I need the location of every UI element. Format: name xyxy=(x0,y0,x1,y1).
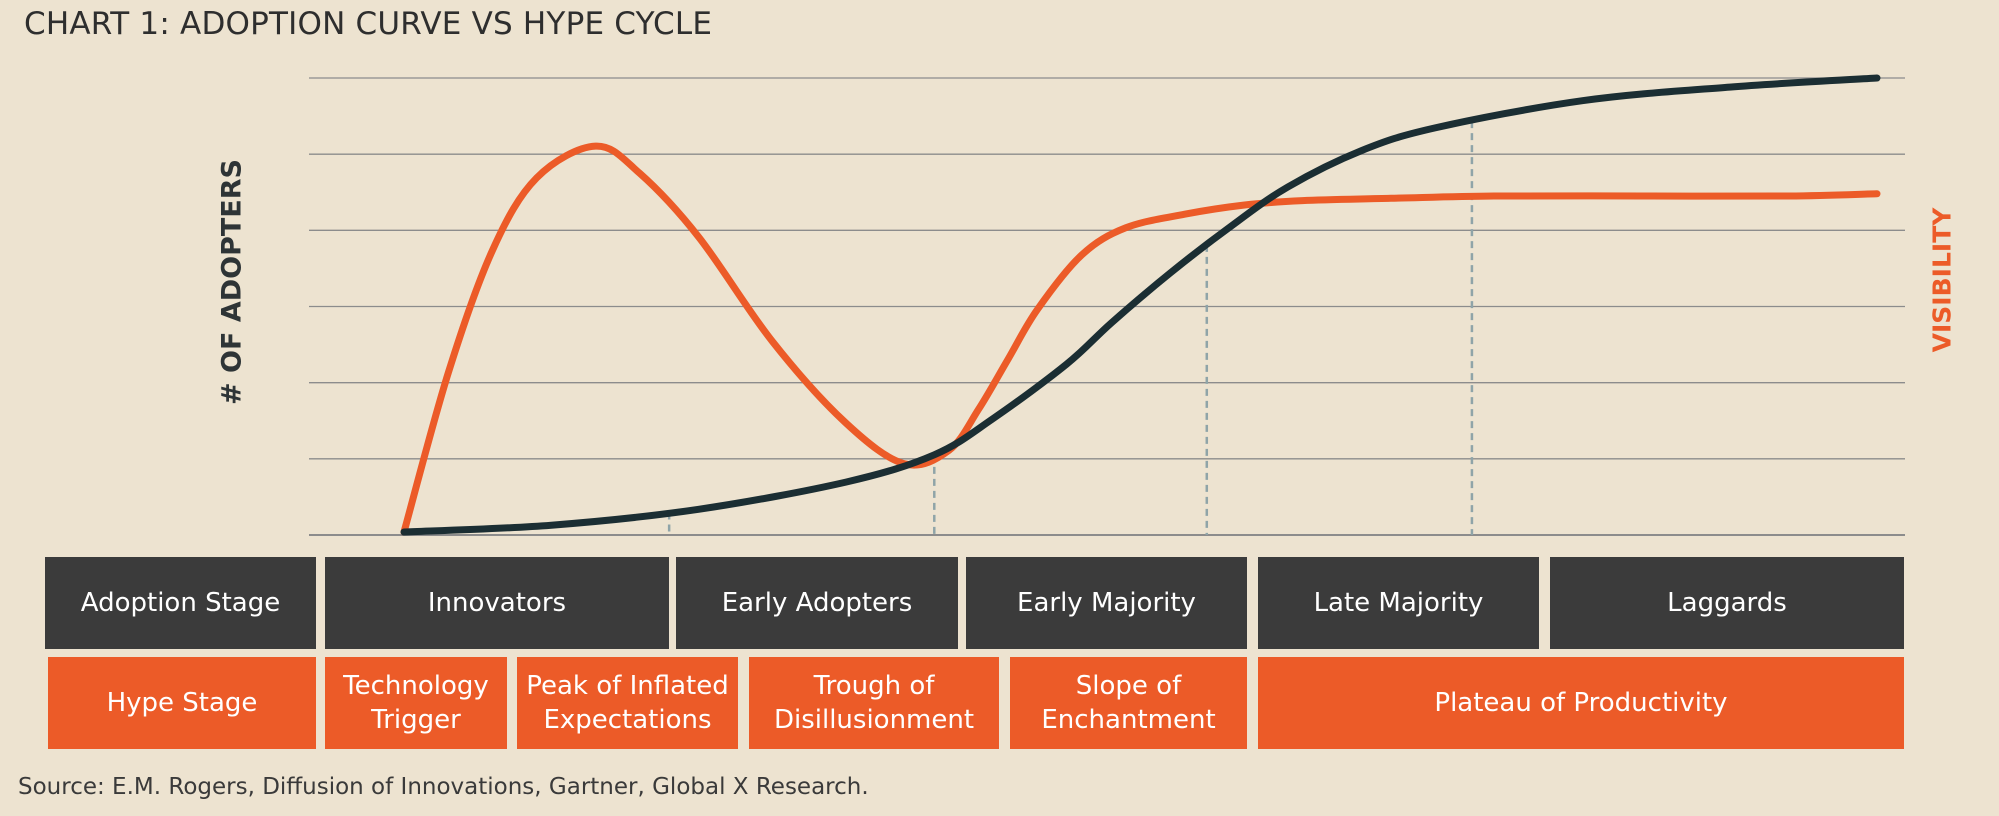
adoption-stage-late-majority: Late Majority xyxy=(1258,557,1539,649)
hype-cycle-line xyxy=(400,142,1881,536)
stage-dividers xyxy=(667,121,1474,535)
hype-stage-trough: Trough of Disillusionment xyxy=(749,657,999,749)
adoption-stage-early-adopters: Early Adopters xyxy=(676,557,958,649)
adoption-stage-row: Adoption Stage Innovators Early Adopters… xyxy=(0,557,1999,649)
hype-stage-header: Hype Stage xyxy=(48,657,316,749)
hype-stage-plateau: Plateau of Productivity xyxy=(1258,657,1904,749)
adoption-stage-laggards: Laggards xyxy=(1550,557,1904,649)
adoption-stage-header: Adoption Stage xyxy=(45,557,316,649)
chart-title: CHART 1: ADOPTION CURVE VS HYPE CYCLE xyxy=(24,6,713,42)
gridlines xyxy=(309,77,1905,536)
source-note: Source: E.M. Rogers, Diffusion of Innova… xyxy=(18,774,869,800)
hype-stage-row: Hype Stage Technology Trigger Peak of Inf… xyxy=(0,657,1999,749)
hype-stage-slope: Slope of Enchantment xyxy=(1010,657,1247,749)
adoption-stage-innovators: Innovators xyxy=(325,557,669,649)
hype-stage-technology-trigger: Technology Trigger xyxy=(325,657,507,749)
hype-stage-peak: Peak of Inflated Expectations xyxy=(517,657,738,749)
adoption-stage-early-majority: Early Majority xyxy=(966,557,1247,649)
adoption-curve-line xyxy=(400,74,1881,536)
